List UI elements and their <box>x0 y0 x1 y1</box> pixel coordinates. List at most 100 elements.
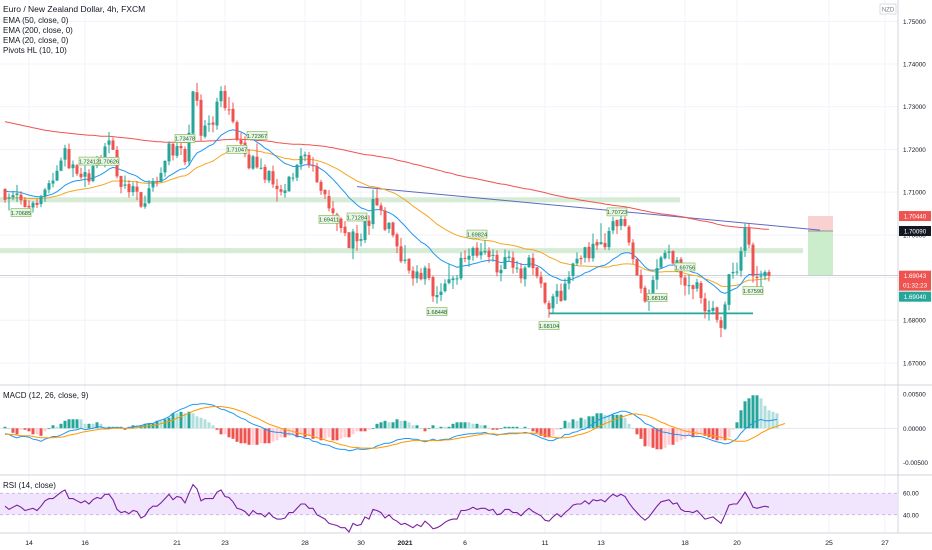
drawn-lines[interactable] <box>356 186 821 315</box>
candle-body <box>571 263 575 276</box>
candle-body <box>179 146 183 149</box>
macd-histogram-bar <box>559 428 563 430</box>
candle-body <box>703 298 707 312</box>
macd-histogram-bar <box>179 411 183 429</box>
candle-body <box>263 166 267 180</box>
candle-body <box>523 267 527 280</box>
time-tick-label: 16 <box>81 540 89 547</box>
candle-body <box>323 190 327 195</box>
macd-histogram-bar <box>579 417 583 429</box>
rsi-tick-label: 40.00 <box>903 512 919 519</box>
candle-body <box>7 197 11 199</box>
macd-histogram-bar <box>531 428 535 432</box>
macd-histogram-bar <box>659 428 663 450</box>
macd-histogram-bar <box>79 419 83 429</box>
legend-ema20[interactable]: EMA (20, close, 0) <box>3 36 69 45</box>
rsi-legend[interactable]: RSI (14, close) <box>3 481 56 490</box>
macd-histogram-bar <box>23 428 27 430</box>
ema200-line <box>4 121 769 230</box>
candle-body <box>499 269 503 274</box>
macd-tick-label: 0.00500 <box>903 392 926 399</box>
candle-body <box>119 175 123 188</box>
macd-histogram-bar <box>759 398 763 429</box>
candle-body <box>543 282 547 303</box>
ema20-line <box>4 129 769 294</box>
macd-histogram-bar <box>487 428 491 430</box>
candle-body <box>287 176 291 192</box>
candle-body <box>3 188 7 200</box>
candle-body <box>627 226 631 243</box>
macd-histogram-bar <box>743 401 747 429</box>
legend-ema200[interactable]: EMA (200, close, 0) <box>3 26 73 35</box>
macd-histogram-bar <box>267 428 271 444</box>
time-tick-label: 2021 <box>397 540 412 547</box>
candle-body <box>343 226 347 234</box>
pivot-label: 1.69411 <box>319 218 339 224</box>
macd-histogram-bar <box>55 426 59 429</box>
symbol-title[interactable]: Euro / New Zealand Dollar, 4h, FXCM <box>3 4 145 14</box>
candle-body <box>399 246 403 262</box>
candle-body <box>739 251 743 271</box>
candle-body <box>259 167 263 169</box>
candle-body <box>699 283 703 299</box>
rsi-tick-label: 60.00 <box>903 491 919 498</box>
candle-body <box>535 267 539 277</box>
macd-histogram-bar <box>699 428 703 435</box>
candle-body <box>711 307 715 311</box>
macd-histogram-bar <box>75 419 79 429</box>
macd-histogram-bar <box>571 419 575 429</box>
entry-price-tag <box>899 225 931 236</box>
candle-body <box>655 268 659 280</box>
candle-body <box>391 222 395 236</box>
macd-histogram-bar <box>575 420 579 429</box>
macd-histogram-bar <box>227 428 231 438</box>
macd-histogram-bar <box>455 422 459 429</box>
candle-body <box>255 156 259 168</box>
macd-histogram-bar <box>419 428 423 430</box>
macd-histogram-bar <box>459 422 463 429</box>
candle-body <box>599 242 603 245</box>
macd-histogram-bar <box>483 425 487 429</box>
descending-trendline <box>356 186 821 231</box>
macd-histogram-bar <box>551 428 555 436</box>
price-tick-label: 1.71000 <box>903 190 926 197</box>
candle-body <box>411 270 415 279</box>
macd-histogram-bar <box>27 428 31 432</box>
macd-histogram-bar <box>259 428 263 444</box>
macd-histogram-bar <box>431 425 435 429</box>
candle-body <box>339 218 343 228</box>
candle-body <box>195 92 199 101</box>
legend-ema50[interactable]: EMA (50, close, 0) <box>3 16 69 25</box>
macd-histogram-bar <box>383 420 387 429</box>
macd-histogram-bar <box>395 419 399 429</box>
time-axis[interactable]: 14162123283020216111318202527Feb3 <box>25 540 932 547</box>
pivot-label-box <box>346 212 368 222</box>
position-box[interactable] <box>808 216 833 276</box>
countdown-text: 01:32:23 <box>903 283 928 290</box>
macd-histogram-bar <box>275 428 279 441</box>
macd-histogram-bar <box>39 428 43 436</box>
macd-legend[interactable]: MACD (12, 26, close, 9) <box>3 391 89 400</box>
candle-body <box>123 184 127 186</box>
candle-body <box>307 154 311 166</box>
candle-body <box>187 132 191 162</box>
pivot-label: 1.73478 <box>175 137 195 143</box>
macd-histogram-bar <box>351 428 355 435</box>
macd-histogram-bar <box>163 419 167 429</box>
macd-histogram-bar <box>591 416 595 429</box>
signal-line <box>5 406 786 449</box>
macd-histogram-bar <box>767 410 771 429</box>
candle-body <box>299 155 303 165</box>
candle-body <box>371 198 375 225</box>
macd-histogram-bar <box>271 428 275 442</box>
time-tick-label: 27 <box>881 540 889 547</box>
macd-histogram-bar <box>655 428 659 450</box>
candle-body <box>47 183 51 190</box>
legend-pivots[interactable]: Pivots HL (10, 10) <box>3 46 67 55</box>
pivot-label: 1.70626 <box>99 160 119 166</box>
macd-histogram-bar <box>391 422 395 429</box>
macd-histogram-bar <box>183 413 187 429</box>
price-tick-label: 1.67000 <box>903 360 926 367</box>
macd-histogram-bar <box>19 428 23 430</box>
